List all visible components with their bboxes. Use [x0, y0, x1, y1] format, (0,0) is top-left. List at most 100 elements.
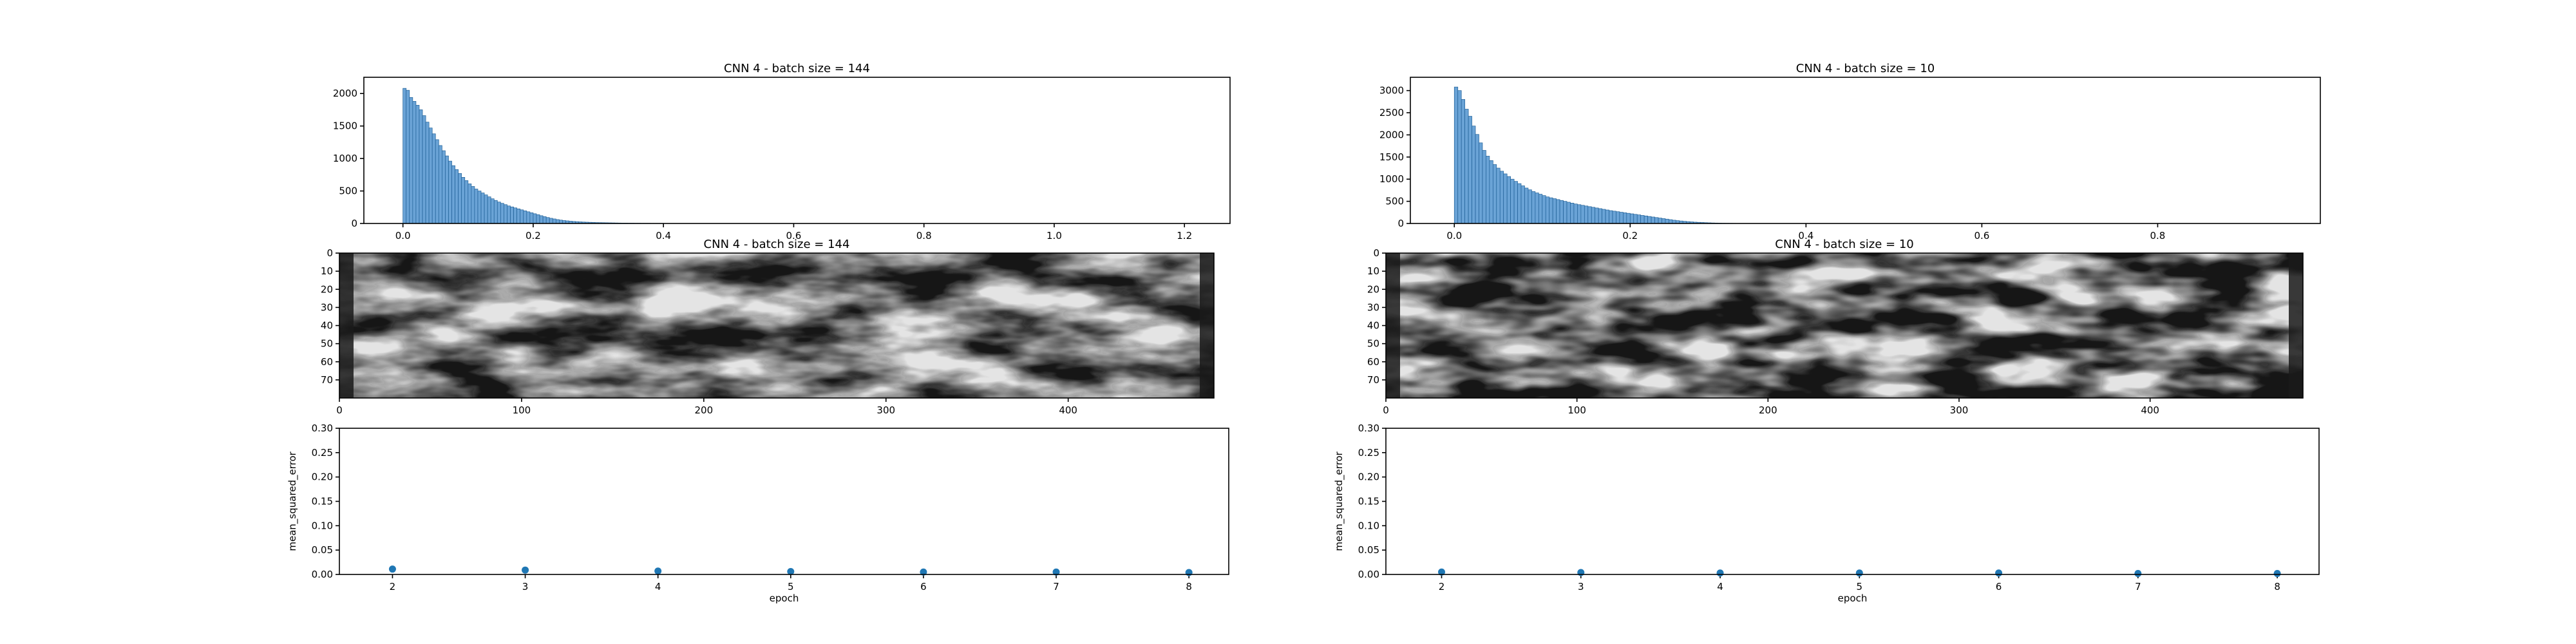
hist-right-bar [1584, 205, 1589, 224]
hist-right-ytick-label: 1000 [1379, 173, 1404, 185]
scatter-right-xtick-label: 5 [1857, 581, 1863, 592]
hist-left-bar [500, 203, 504, 224]
hist-left-ytick-label: 1000 [333, 153, 357, 164]
hist-right-bar [1587, 206, 1592, 224]
hist-right-bar [1479, 142, 1483, 224]
scatter-right-point [2273, 569, 2281, 577]
image-right-image-edge-left [1386, 253, 1400, 398]
hist-right-bar [1595, 207, 1599, 224]
scatter-left-point [654, 567, 662, 575]
hist-right-xtick-label: 0.6 [1974, 230, 1989, 242]
hist-right-bar [1619, 212, 1624, 224]
hist-left-bar [555, 219, 560, 224]
scatter-left-xtick-label: 2 [390, 581, 396, 592]
hist-left-title: CNN 4 - batch size = 144 [724, 62, 870, 75]
scatter-left-xlabel: epoch [770, 592, 799, 604]
hist-left-bar [477, 191, 482, 224]
scatter-left-ytick-label: 0.05 [312, 544, 333, 556]
hist-right-bar [1598, 208, 1602, 224]
image-right-ytick-label: 20 [1367, 283, 1379, 295]
hist-right-bar [1580, 205, 1585, 224]
scatter-right-xtick-label: 4 [1717, 581, 1723, 592]
scatter-left-xtick-label: 6 [920, 581, 927, 592]
image-left-image-texture [339, 253, 1214, 398]
hist-left-bar [422, 115, 426, 224]
image-left-xtick-label: 0 [336, 404, 343, 416]
hist-left-bar [507, 205, 511, 224]
hist-right-bar [1482, 150, 1486, 224]
hist-left-bar [409, 97, 413, 224]
hist-right-bar [1658, 218, 1662, 224]
hist-left-bar [402, 88, 407, 224]
hist-right-bar [1542, 195, 1546, 224]
scatter-right-ytick-label: 0.10 [1358, 520, 1379, 531]
image-left-ytick-label: 30 [321, 301, 333, 313]
hist-right-bar [1556, 199, 1560, 224]
scatter-right-xtick-label: 7 [2135, 581, 2141, 592]
hist-left-bar [536, 214, 540, 224]
scatter-right-xtick-label: 3 [1578, 581, 1584, 592]
scatter-right-ylabel: mean_squared_error [1333, 451, 1345, 551]
hist-left-bar [438, 145, 442, 224]
hist-right-bar [1626, 213, 1631, 224]
hist-right-ytick-label: 1500 [1379, 151, 1404, 163]
hist-right-bar [1461, 99, 1465, 224]
scatter-left-axes: 2 3 4 5 6 7 8 0.00 0.05 0.10 0.15 0.20 0.25 0.30 epoch… [287, 422, 1192, 604]
image-right-ytick-label: 0 [1373, 247, 1379, 259]
image-left-frame [339, 252, 1215, 399]
hist-right-ytick-label: 0 [1397, 218, 1404, 229]
hist-right-bar [1499, 171, 1504, 224]
hist-right-bar [1591, 207, 1596, 224]
scatter-right-point [1438, 568, 1446, 576]
scatter-right-xtick-label: 6 [1996, 581, 2002, 592]
image-left-ytick-label: 60 [321, 356, 333, 368]
image-right-ytick-label: 50 [1367, 338, 1379, 350]
hist-right-ytick-label: 2000 [1379, 129, 1404, 140]
scatter-right-axes: 2 3 4 5 6 7 8 0.00 0.05 0.10 0.15 0.20 0.25 0.30 epoch… [1333, 422, 2280, 604]
hist-left-ytick-label: 0 [351, 218, 357, 229]
hist-right-bar [1640, 215, 1645, 224]
hist-right-bar [1563, 201, 1567, 224]
hist-left-bar [490, 198, 495, 224]
hist-left-bar [415, 105, 420, 224]
hist-right-bar [1489, 160, 1493, 224]
scatter-right-ytick-label: 0.20 [1358, 471, 1379, 483]
hist-left-xtick-label: 0.2 [526, 230, 541, 242]
image-left-title: CNN 4 - batch size = 144 [704, 238, 850, 251]
hist-right-bar [1643, 215, 1648, 224]
hist-right-bar [1654, 217, 1659, 224]
hist-right-bar [1623, 213, 1627, 224]
hist-right-bar [1545, 196, 1550, 224]
hist-left-bar [435, 139, 439, 224]
scatter-left-xtick-label: 8 [1186, 581, 1192, 592]
image-right-ytick-label: 30 [1367, 301, 1379, 313]
hist-left-xtick-label: 0.6 [786, 230, 802, 242]
scatter-left-ytick-label: 0.15 [312, 496, 333, 507]
hist-right-bar [1472, 126, 1476, 224]
hist-left-bar [451, 165, 455, 224]
image-right-image-texture [1386, 253, 2303, 398]
hist-right-bar [1464, 109, 1469, 224]
scatter-right-ytick-label: 0.25 [1358, 447, 1379, 459]
image-right-axes: 0 100 200 300 400 0 10 20 30 40 50 60 70 CNN 4 - batc… [1367, 238, 2159, 416]
scatter-left-points [388, 565, 1193, 576]
hist-left-bar [487, 196, 491, 224]
hist-right-bar [1616, 211, 1620, 224]
hist-right-bar [1513, 181, 1518, 224]
hist-left-ytick-label: 1500 [333, 120, 357, 132]
hist-right-bar [1475, 134, 1479, 224]
hist-right-bar [1629, 213, 1634, 224]
scatter-right-ytick-label: 0.00 [1358, 569, 1379, 580]
hist-right-ytick-label: 2500 [1379, 107, 1404, 118]
hist-right-bar [1492, 164, 1497, 224]
hist-right-xtick-label: 0.2 [1622, 230, 1638, 242]
hist-right-bar [1535, 193, 1539, 224]
scatter-left-xtick-label: 3 [522, 581, 529, 592]
image-left-ytick-label: 10 [321, 265, 333, 277]
scatter-right-points [1438, 568, 2281, 577]
hist-left-bar [552, 218, 556, 224]
hist-left-bar [510, 206, 514, 224]
scatter-left-xtick-label: 5 [788, 581, 794, 592]
image-left-image-edge-right [1200, 253, 1214, 398]
hist-right-ytick-label: 500 [1385, 196, 1404, 207]
